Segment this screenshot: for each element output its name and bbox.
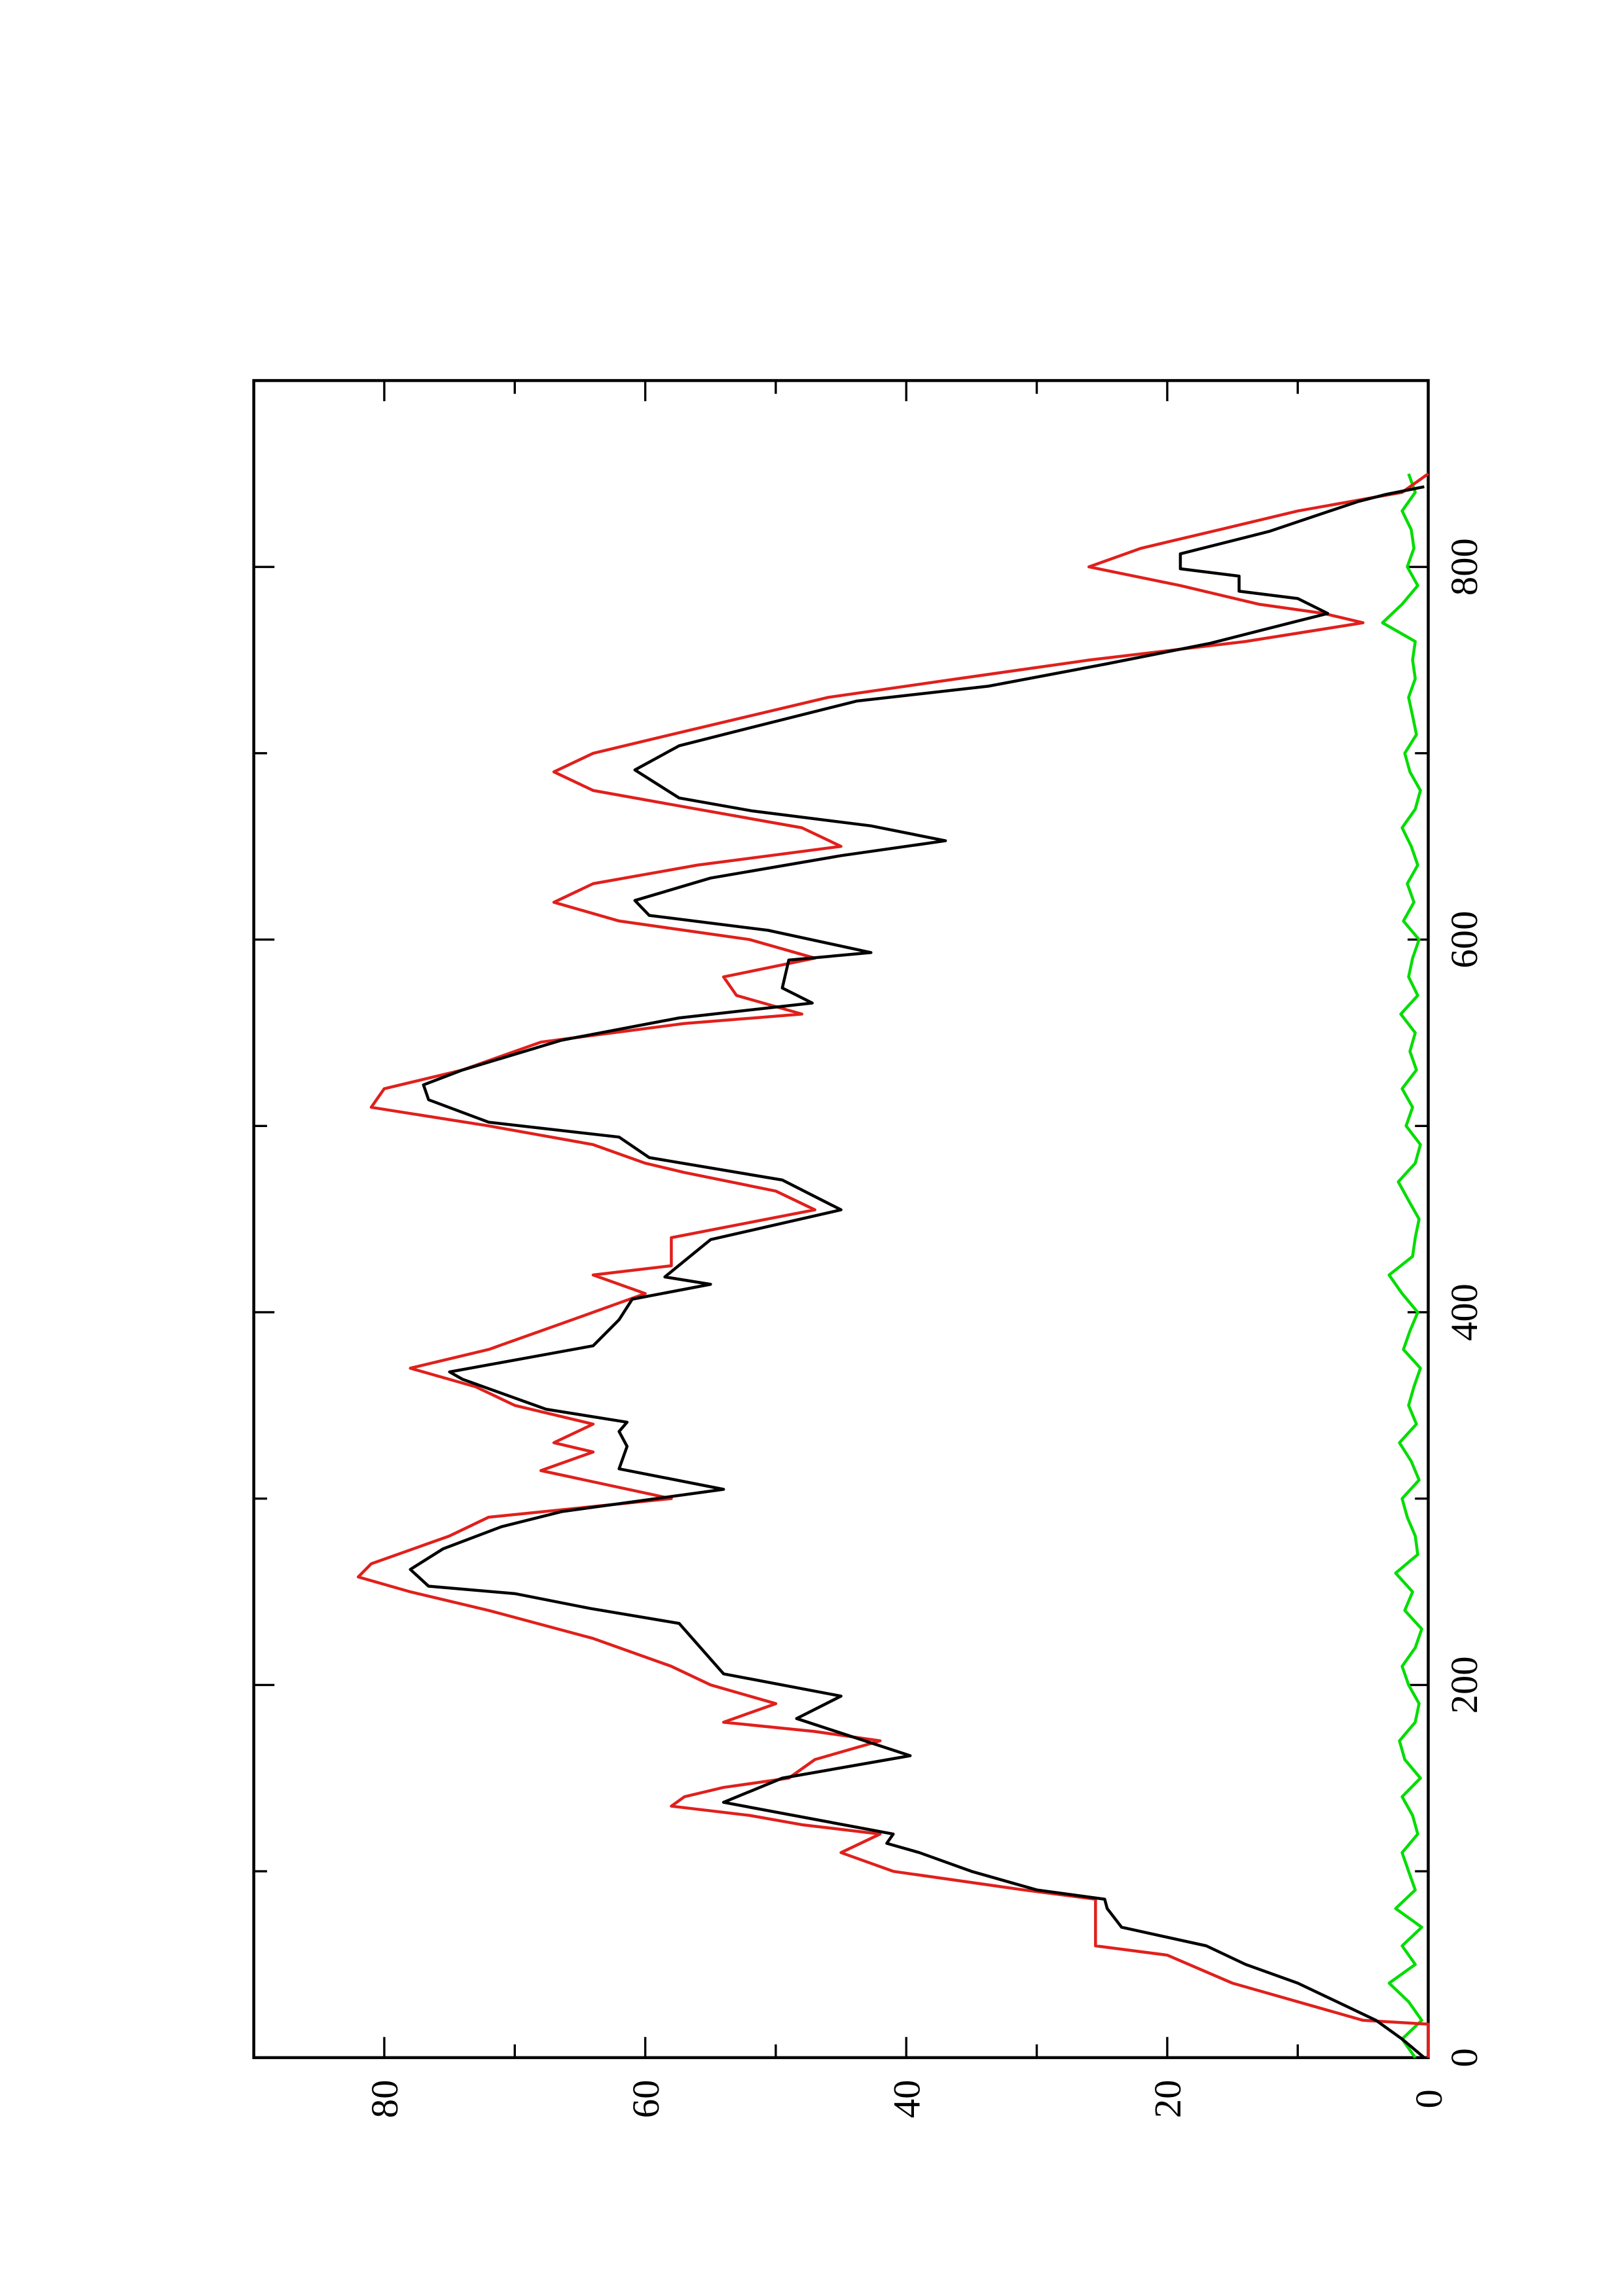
x-tick-label: 400 [1443,1283,1486,1341]
x-tick-label: 200 [1443,1656,1486,1713]
x-tick-label: 800 [1443,538,1486,596]
y-tick-label: 60 [625,2080,667,2119]
y-tick-label: 20 [1146,2080,1189,2119]
y-tick-label: 0 [1408,2089,1450,2108]
x-tick-label: 0 [1443,2048,1486,2067]
x-tick-label: 600 [1443,911,1486,969]
data-line [409,485,1425,2059]
data-line [356,473,1430,2058]
y-tick-label: 40 [886,2080,928,2119]
data-line [1381,473,1423,2059]
plot-frame [252,379,1430,2060]
y-tick-label: 80 [363,2080,406,2119]
